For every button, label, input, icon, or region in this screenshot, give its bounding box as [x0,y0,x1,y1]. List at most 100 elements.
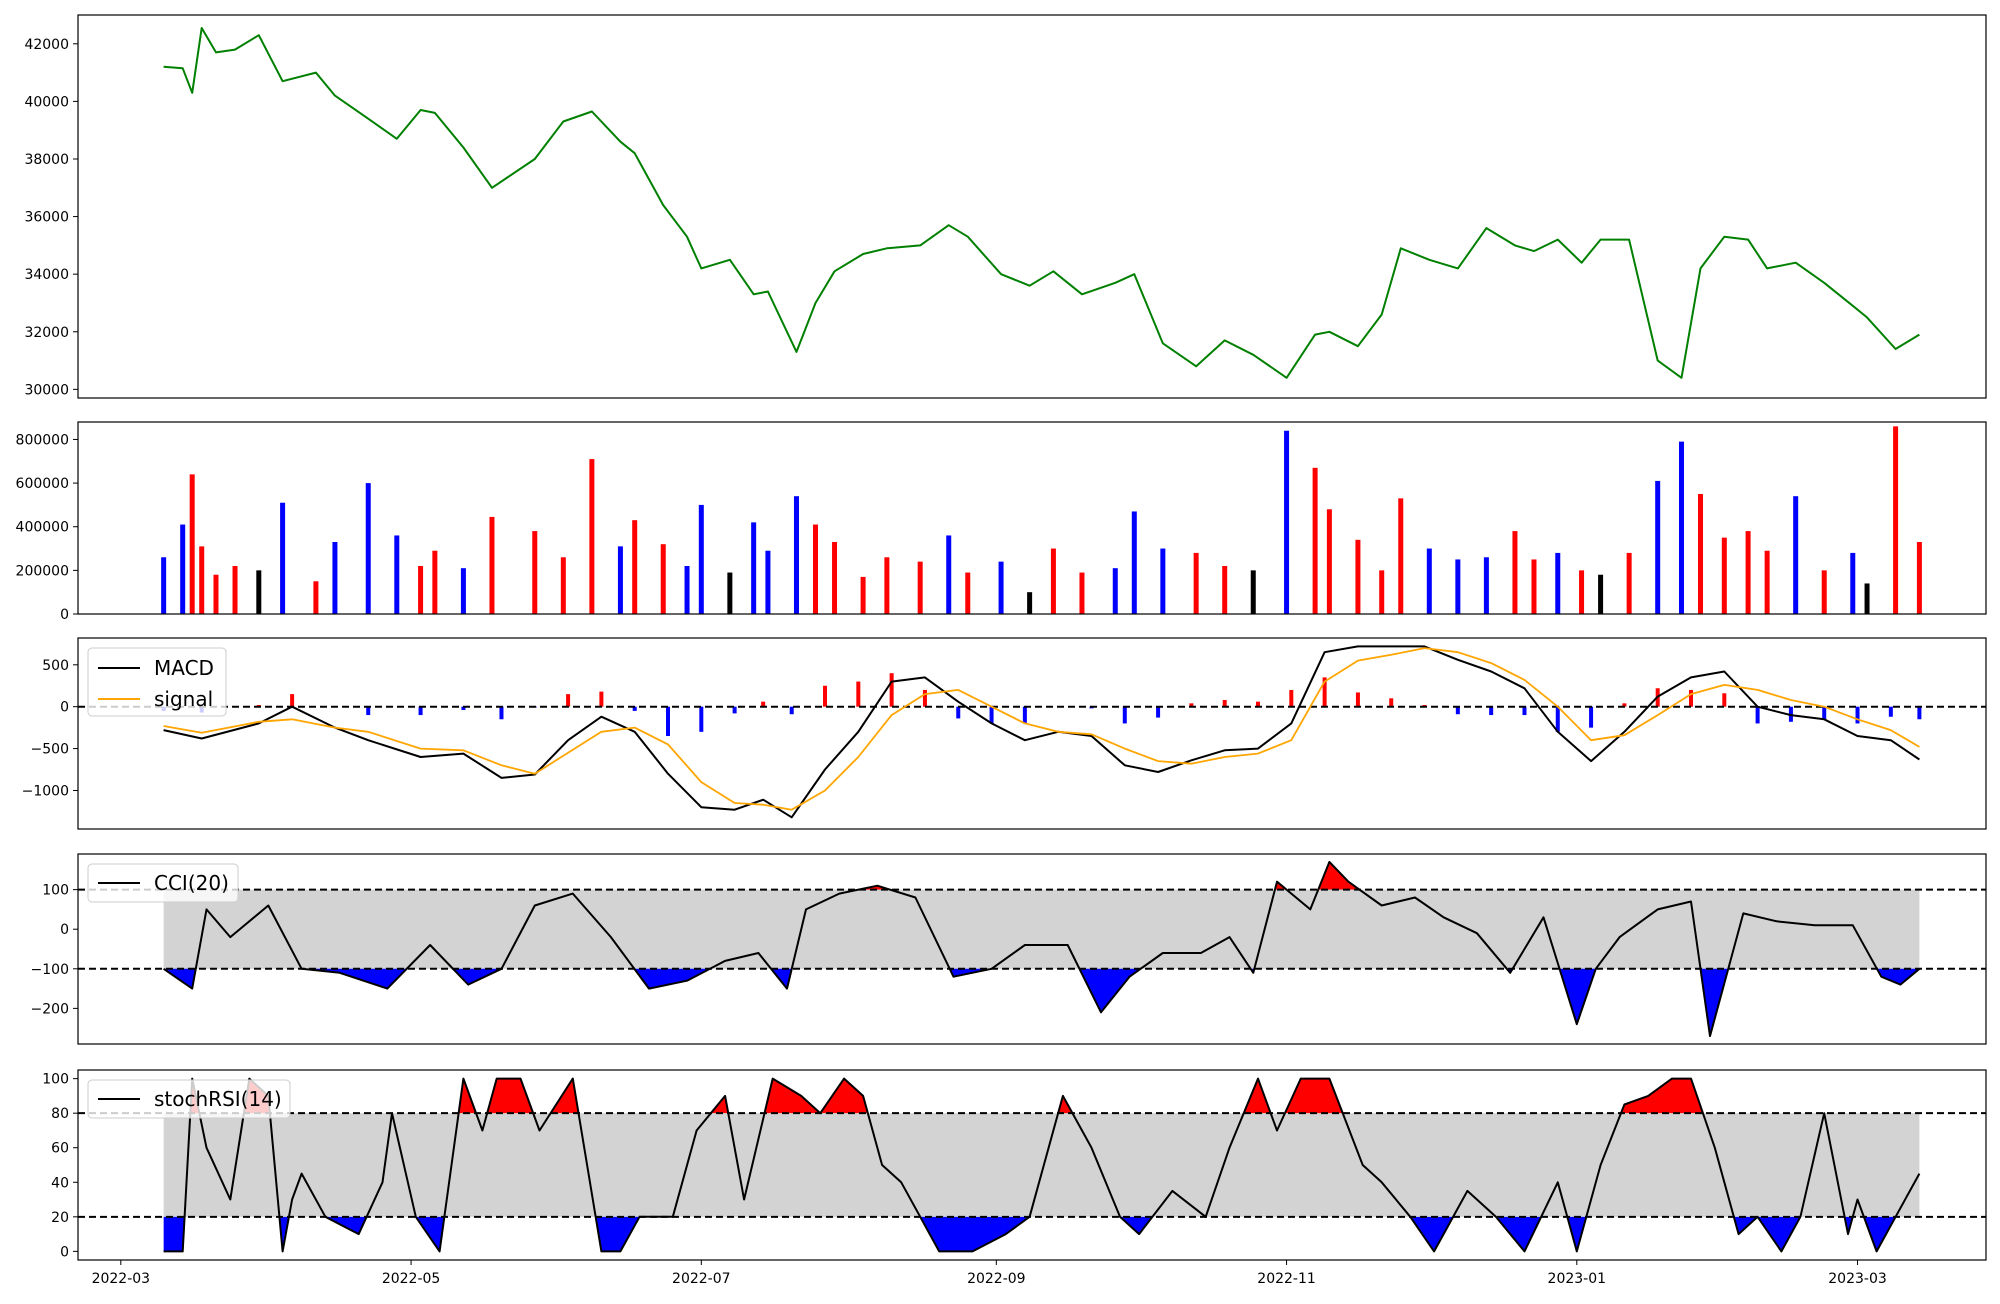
stochrsi-oversold-fill [1567,1217,1586,1252]
volume-bar [461,568,466,614]
macd-y-tick-label: 500 [42,658,69,674]
volume-bar [765,551,770,614]
volume-bar [832,542,837,614]
volume-bar [1555,553,1560,614]
macd-histogram-bar [499,707,503,720]
macd-histogram-bar [1856,707,1860,724]
stochrsi-y-tick-label: 20 [51,1210,69,1226]
volume-bar [1822,570,1827,614]
price-y-tick-label: 32000 [24,325,69,341]
cci-plot-area [78,862,1986,1036]
macd-histogram-bar [1223,700,1227,707]
volume-bar [313,581,318,614]
volume-bar [1284,431,1289,614]
volume-bar [1327,509,1332,614]
macd-series-line [164,648,1920,810]
macd-y-tick-label: −500 [31,742,69,758]
volume-bar [233,566,238,614]
macd-histogram-bar [1689,690,1693,707]
macd-histogram-bar [1289,690,1293,707]
volume-bar [1893,426,1898,614]
macd-histogram-bar [1722,693,1726,706]
price-plot-area [164,28,1920,378]
volume-bar [1398,498,1403,614]
volume-bar [1531,559,1536,614]
cci-oversold-fill [1560,969,1596,1024]
volume-bar [1722,538,1727,614]
volume-bar [199,546,204,614]
x-tick-label: 2022-09 [967,1271,1026,1287]
volume-bar [699,505,704,614]
macd-histogram-bar [1756,707,1760,724]
volume-bar [161,557,166,614]
volume-bar [589,459,594,614]
volume-bar [1379,570,1384,614]
volume-bar [1455,559,1460,614]
volume-bar [190,474,195,614]
volume-bar [1793,496,1798,614]
stochrsi-legend-label: stochRSI(14) [154,1087,282,1111]
volume-bar [256,570,261,614]
volume-bar [1355,540,1360,614]
price-y-tick-label: 38000 [24,152,69,168]
volume-y-tick-label: 600000 [16,476,69,492]
cci-legend: CCI(20) [88,864,238,902]
volume-bar [394,535,399,614]
volume-bar [918,562,923,614]
x-tick-label: 2022-07 [672,1271,731,1287]
cci-y-tick-label: −100 [31,962,69,978]
volume-y-tick-label: 800000 [16,432,69,448]
volume-bar [1655,481,1660,614]
stochrsi-oversold-fill [164,1217,185,1252]
macd-histogram-bar [1456,707,1460,715]
price-y-tick-label: 34000 [24,267,69,283]
volume-bar [418,566,423,614]
price-y-tick-label: 36000 [24,210,69,226]
x-tick-label: 2022-11 [1257,1271,1316,1287]
volume-bar [618,546,623,614]
volume-bar [561,557,566,614]
volume-bar [1627,553,1632,614]
volume-bar [1598,575,1603,614]
macd-histogram-bar [1023,707,1027,724]
volume-y-tick-label: 400000 [16,520,69,536]
macd-legend-label: MACD [154,656,214,680]
price-axes-frame [78,15,1986,398]
stochrsi-plot-area [78,1079,1986,1252]
volume-bar [180,525,185,614]
price-y-tick-label: 42000 [24,37,69,53]
macd-histogram-bar [1123,707,1127,724]
stochrsi-band-fill [164,1113,1920,1217]
volume-bar [685,566,690,614]
volume-bar [661,544,666,614]
macd-histogram-bar [419,707,423,715]
stochrsi-overbought-fill [765,1079,821,1114]
macd-plot-area [78,646,1986,817]
macd-axes-frame [78,638,1986,829]
volume-bar [1194,553,1199,614]
macd-histogram-bar [1522,707,1526,715]
macd-histogram-bar [290,694,294,707]
macd-histogram-bar [1389,698,1393,706]
macd-histogram-bar [366,707,370,715]
stochrsi-overbought-fill [820,1079,868,1114]
volume-bar [1917,542,1922,614]
stochrsi-y-tick-label: 60 [51,1141,69,1157]
stochrsi-y-tick-label: 40 [51,1175,69,1191]
macd-histogram-bar [1156,707,1160,718]
x-tick-label: 2022-05 [382,1271,441,1287]
price-y-tick-label: 40000 [24,94,69,110]
stochrsi-y-tick-label: 100 [42,1072,69,1088]
volume-bar [1484,557,1489,614]
volume-bar [632,520,637,614]
macd-histogram-bar [666,707,670,736]
macd-histogram-bar [1822,707,1826,720]
macd-histogram-bar [956,707,960,719]
x-tick-label: 2022-03 [92,1271,151,1287]
volume-bar [1251,570,1256,614]
volume-bar [794,496,799,614]
